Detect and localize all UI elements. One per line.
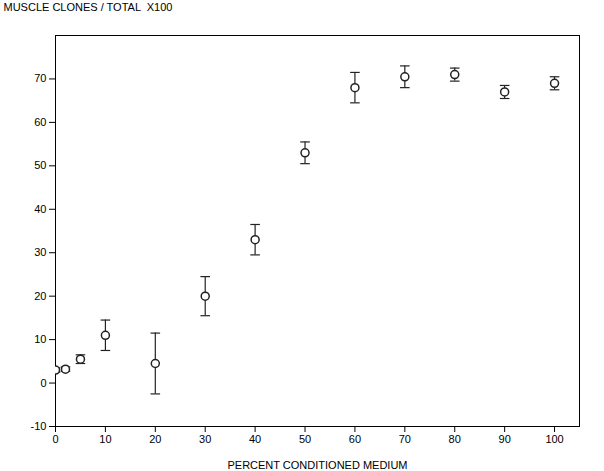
svg-text:90: 90 <box>499 433 511 445</box>
svg-text:70: 70 <box>399 433 411 445</box>
svg-text:30: 30 <box>199 433 211 445</box>
svg-text:40: 40 <box>34 203 46 215</box>
svg-text:-10: -10 <box>31 420 47 432</box>
svg-text:60: 60 <box>34 116 46 128</box>
svg-text:10: 10 <box>34 333 46 345</box>
svg-text:20: 20 <box>149 433 161 445</box>
svg-text:0: 0 <box>52 433 58 445</box>
svg-text:40: 40 <box>249 433 261 445</box>
svg-text:70: 70 <box>34 72 46 84</box>
svg-text:PERCENT CONDITIONED MEDIUM: PERCENT CONDITIONED MEDIUM <box>227 459 407 471</box>
svg-text:100: 100 <box>545 433 563 445</box>
svg-text:50: 50 <box>34 159 46 171</box>
svg-text:10: 10 <box>99 433 111 445</box>
svg-text:80: 80 <box>449 433 461 445</box>
svg-text:MUSCLE CLONES / TOTAL X100: MUSCLE CLONES / TOTAL X100 <box>4 1 173 13</box>
svg-text:30: 30 <box>34 246 46 258</box>
svg-text:0: 0 <box>40 377 46 389</box>
svg-text:50: 50 <box>299 433 311 445</box>
svg-text:60: 60 <box>349 433 361 445</box>
svg-text:20: 20 <box>34 290 46 302</box>
